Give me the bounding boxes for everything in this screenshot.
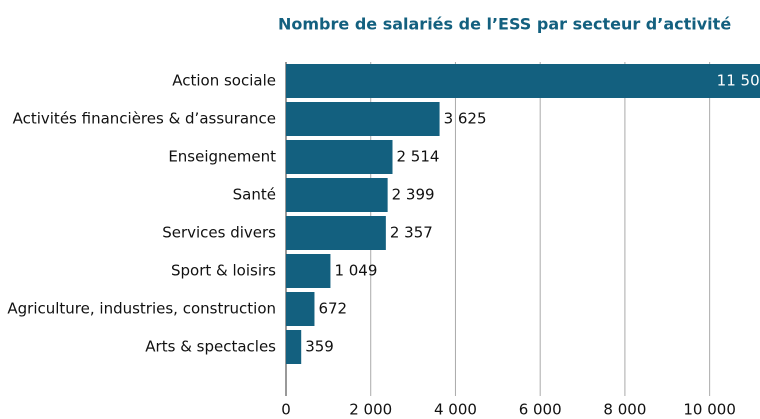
chart-title: Nombre de salariés de l’ESS par secteur …: [278, 15, 731, 34]
value-label: 672: [318, 300, 347, 318]
x-tick-label: 10 000: [683, 401, 736, 419]
value-label: 359: [305, 338, 334, 356]
y-tick-label: Activités financières & d’assurance: [13, 110, 276, 128]
y-tick-label: Arts & spectacles: [145, 338, 276, 356]
y-tick-label: Enseignement: [168, 148, 276, 166]
value-label: 3 625: [444, 110, 487, 128]
y-tick-label: Sport & loisirs: [171, 262, 276, 280]
bar: [286, 140, 393, 174]
value-label: 11 500: [717, 72, 760, 90]
value-label: 2 514: [397, 148, 440, 166]
y-tick-label: Action sociale: [172, 72, 276, 90]
x-tick-label: 6 000: [519, 401, 562, 419]
x-tick-label: 2 000: [349, 401, 392, 419]
bar: [286, 178, 388, 212]
y-tick-label: Services divers: [162, 224, 276, 242]
value-label: 2 399: [392, 186, 435, 204]
x-tick-label: 4 000: [434, 401, 477, 419]
bar: [286, 64, 760, 98]
x-tick-label: 8 000: [603, 401, 646, 419]
bar: [286, 292, 315, 326]
y-tick-label: Santé: [233, 186, 276, 204]
x-tick-label: 0: [281, 401, 291, 419]
bar: [286, 330, 302, 364]
bar: [286, 254, 331, 288]
bar: [286, 216, 386, 250]
value-label: 2 357: [390, 224, 433, 242]
value-label: 1 049: [334, 262, 377, 280]
y-tick-label: Agriculture, industries, construction: [7, 300, 276, 318]
bar: [286, 102, 440, 136]
